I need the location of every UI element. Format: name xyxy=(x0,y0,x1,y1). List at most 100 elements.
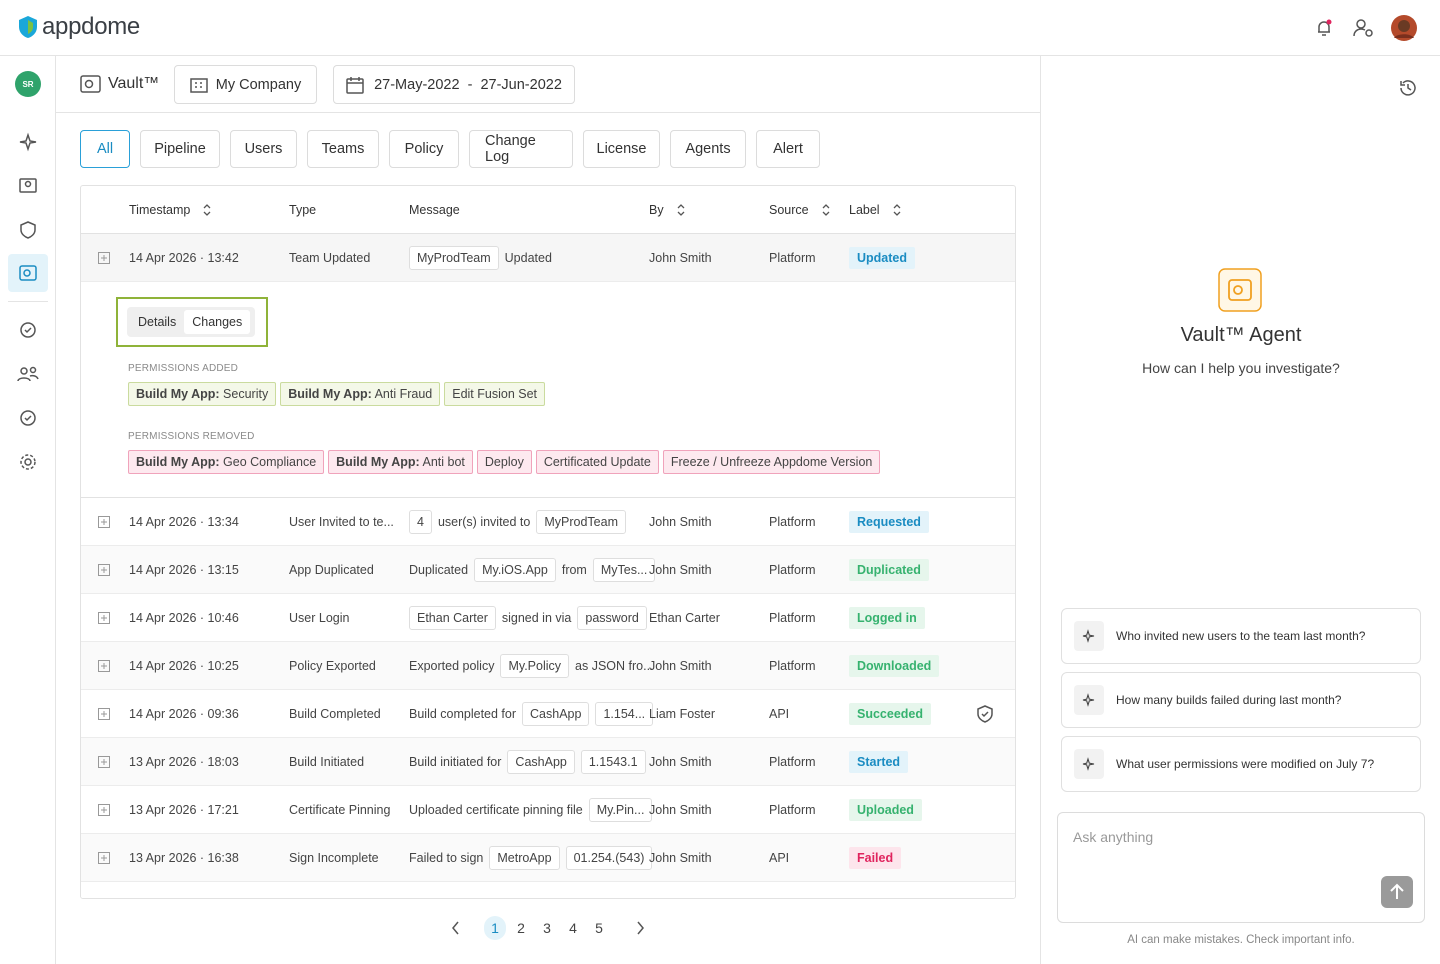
company-icon xyxy=(190,77,208,93)
toolbar: Vault™ My Company 27-May-2022 - 27-Jun-2… xyxy=(56,56,1040,113)
toggle-option[interactable]: Details xyxy=(138,315,177,329)
main-area: Vault™ My Company 27-May-2022 - 27-Jun-2… xyxy=(56,56,1040,964)
expand-toggle[interactable] xyxy=(97,642,111,689)
expand-icon[interactable] xyxy=(97,563,111,577)
input-placeholder: Ask anything xyxy=(1073,829,1154,845)
column-header[interactable]: Timestamp xyxy=(129,203,214,217)
column-header[interactable]: By xyxy=(649,203,688,217)
sidebar: SR xyxy=(0,56,56,964)
expand-icon[interactable] xyxy=(97,803,111,817)
message: Failed to sign MetroApp 01.254.(543) xyxy=(409,834,658,881)
message-text: Build initiated for xyxy=(409,754,502,769)
expand-icon[interactable] xyxy=(97,659,111,673)
message-chip: MyProdTeam xyxy=(409,245,499,270)
row-details: Details Changes PERMISSIONS ADDED Build My … xyxy=(81,282,1015,498)
page-number[interactable]: 1 xyxy=(484,916,506,940)
page-number[interactable]: 5 xyxy=(595,920,603,936)
history-button[interactable] xyxy=(1398,78,1418,98)
added-list: Build My App: Security Build My App: Anti… xyxy=(128,382,549,406)
event-type: Policy Exported xyxy=(289,658,376,673)
expand-icon[interactable] xyxy=(97,611,111,625)
message-text: Uploaded certificate pinning file xyxy=(409,802,583,817)
status-label: Failed xyxy=(849,846,902,869)
tab[interactable]: Users xyxy=(230,130,297,168)
page-number[interactable]: 2 xyxy=(517,920,525,936)
org-badge[interactable]: SR xyxy=(15,71,41,97)
permission-name: Certificated Update xyxy=(543,455,651,469)
sort-icon[interactable] xyxy=(200,203,214,217)
tab[interactable]: License xyxy=(583,130,660,168)
expand-toggle[interactable] xyxy=(97,738,111,785)
actor: John Smith xyxy=(649,514,712,529)
table-row-partial xyxy=(81,882,1015,898)
sort-icon[interactable] xyxy=(674,203,688,217)
suggestion[interactable]: Who invited new users to the team last m… xyxy=(1061,608,1421,664)
expand-icon[interactable] xyxy=(97,755,111,769)
expand-toggle[interactable] xyxy=(97,498,111,545)
expand-toggle[interactable] xyxy=(97,834,111,881)
column-header[interactable]: Label xyxy=(849,203,904,217)
event-type: App Duplicated xyxy=(289,562,374,577)
tab[interactable]: Teams xyxy=(307,130,379,168)
table-row: 14 Apr 2026 · 13:42 Team Updated MyProdTea… xyxy=(81,234,1015,282)
suggestion[interactable]: How many builds failed during last month… xyxy=(1061,672,1421,728)
message-text: Failed to sign xyxy=(409,850,484,865)
nav-vault-active[interactable] xyxy=(8,254,48,292)
table-row: 14 Apr 2026 · 13:34 User Invited to te...… xyxy=(81,498,1015,546)
message: Build completed for CashApp 1.154... xyxy=(409,690,659,737)
nav-shield[interactable] xyxy=(18,220,38,240)
nav-teams[interactable] xyxy=(16,364,40,384)
page-next[interactable] xyxy=(634,920,646,936)
permission-chip: Build My App: Security xyxy=(128,382,277,406)
tab[interactable]: Agents xyxy=(670,130,746,168)
user-avatar[interactable] xyxy=(1390,14,1418,42)
permission-prefix: Build My App: xyxy=(288,387,372,401)
nav-settings[interactable] xyxy=(18,452,38,472)
user-settings-button[interactable] xyxy=(1353,18,1375,38)
expand-toggle[interactable] xyxy=(97,234,111,281)
actor: John Smith xyxy=(649,250,712,265)
tab[interactable]: Pipeline xyxy=(140,130,220,168)
sort-icon[interactable] xyxy=(890,203,904,217)
expand-icon[interactable] xyxy=(97,251,111,265)
suggestion[interactable]: What user permissions were modified on J… xyxy=(1061,736,1421,792)
expand-toggle[interactable] xyxy=(97,546,111,593)
expand-toggle[interactable] xyxy=(97,690,111,737)
message-text: from xyxy=(561,562,587,577)
expand-icon[interactable] xyxy=(97,707,111,721)
actor: John Smith xyxy=(649,850,712,865)
nav-approvals[interactable] xyxy=(18,408,38,428)
nav-profile[interactable] xyxy=(18,176,38,196)
shield-icon[interactable] xyxy=(975,704,995,724)
expand-icon[interactable] xyxy=(97,515,111,529)
sort-icon[interactable] xyxy=(819,203,833,217)
page-number[interactable]: 3 xyxy=(543,920,551,936)
message-chip: MyTes... xyxy=(592,557,656,582)
message-chip: MetroApp xyxy=(489,845,560,870)
page-prev[interactable] xyxy=(450,920,462,936)
expand-toggle[interactable] xyxy=(97,786,111,833)
nav-check[interactable] xyxy=(18,320,38,340)
page-number[interactable]: 4 xyxy=(569,920,577,936)
notifications-button[interactable] xyxy=(1314,18,1334,38)
tab[interactable]: Change Log xyxy=(469,130,573,168)
toggle-option[interactable]: Changes xyxy=(184,310,251,334)
source: Platform xyxy=(769,754,816,769)
permission-prefix: Build My App: xyxy=(136,387,220,401)
expand-toggle[interactable] xyxy=(97,594,111,641)
send-button[interactable] xyxy=(1381,876,1413,908)
tab[interactable]: All xyxy=(80,130,130,168)
date-range-picker[interactable]: 27-May-2022 - 27-Jun-2022 xyxy=(333,65,575,104)
column-header[interactable]: Source xyxy=(769,203,833,217)
company-selector[interactable]: My Company xyxy=(174,65,317,104)
actor: John Smith xyxy=(649,802,712,817)
tab[interactable]: Alert xyxy=(756,130,820,168)
chat-input[interactable]: Ask anything xyxy=(1057,812,1425,923)
sparkle-icon xyxy=(1082,757,1095,771)
expand-icon[interactable] xyxy=(97,851,111,865)
removed-title: PERMISSIONS REMOVED xyxy=(128,431,255,442)
nav-ai[interactable] xyxy=(18,132,38,152)
message: Exported policy My.Policy as JSON fro... xyxy=(409,642,660,689)
tab[interactable]: Policy xyxy=(389,130,459,168)
message-text: as JSON fro... xyxy=(575,658,654,673)
